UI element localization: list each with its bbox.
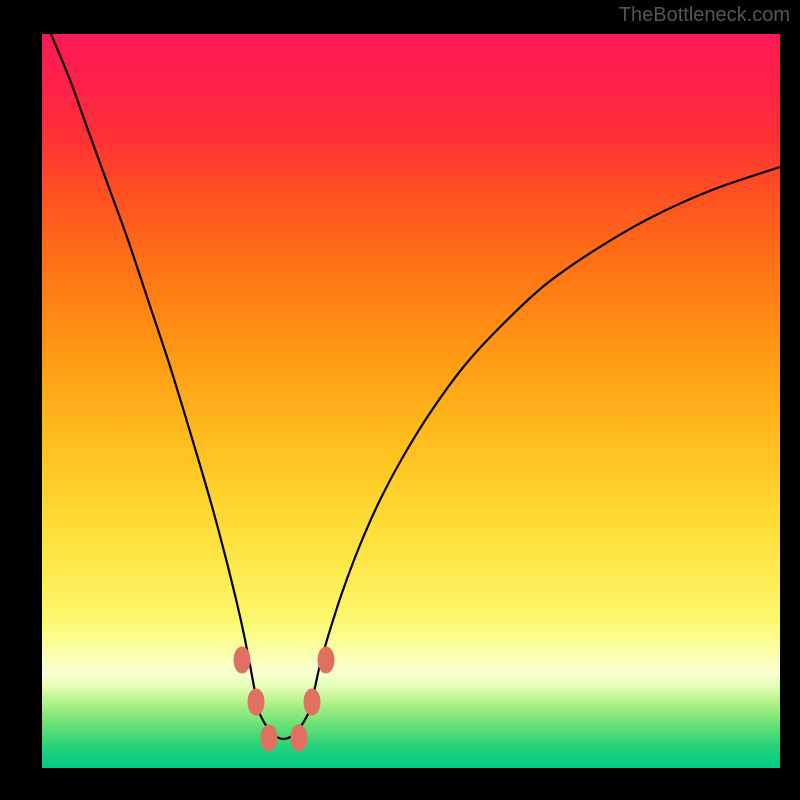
chart-container	[42, 34, 780, 768]
data-marker	[318, 647, 334, 673]
gradient-background	[42, 34, 780, 768]
data-marker	[291, 725, 307, 751]
watermark-text: TheBottleneck.com	[619, 4, 790, 27]
data-marker	[248, 689, 264, 715]
data-marker	[261, 725, 277, 751]
chart-svg	[42, 34, 780, 768]
data-marker	[304, 689, 320, 715]
data-marker	[234, 647, 250, 673]
